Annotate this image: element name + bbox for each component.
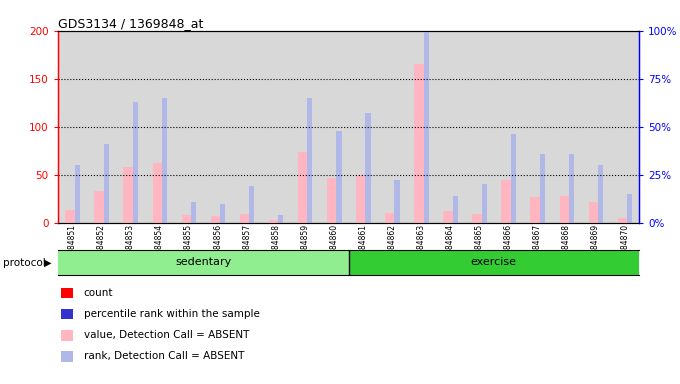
Bar — [560, 196, 571, 223]
Bar — [348, 250, 639, 275]
Bar — [473, 214, 483, 223]
Bar — [394, 180, 400, 223]
Bar — [75, 165, 80, 223]
Bar — [307, 98, 312, 223]
Bar — [627, 194, 632, 223]
Bar — [240, 214, 251, 223]
Bar — [465, 31, 494, 223]
Bar — [58, 250, 348, 275]
Bar — [337, 131, 341, 223]
Bar — [552, 31, 581, 223]
Bar — [174, 31, 203, 223]
Bar — [617, 218, 629, 223]
Bar — [87, 31, 116, 223]
Bar — [211, 216, 222, 223]
Bar — [298, 152, 309, 223]
Bar — [65, 210, 76, 223]
Text: GDS3134 / 1369848_at: GDS3134 / 1369848_at — [58, 17, 203, 30]
Bar — [424, 31, 428, 223]
Bar — [589, 202, 600, 223]
Bar — [261, 31, 290, 223]
Bar — [162, 98, 167, 223]
Bar — [610, 31, 639, 223]
Bar — [414, 65, 425, 223]
Bar — [232, 31, 261, 223]
Bar — [443, 211, 454, 223]
Bar — [133, 102, 138, 223]
Bar — [581, 31, 610, 223]
Bar — [95, 191, 105, 223]
Text: value, Detection Call = ABSENT: value, Detection Call = ABSENT — [84, 330, 249, 340]
Text: count: count — [84, 288, 113, 298]
Bar — [377, 31, 407, 223]
Bar — [356, 175, 367, 223]
Bar — [523, 31, 552, 223]
Bar — [501, 180, 513, 223]
Text: protocol: protocol — [3, 258, 46, 268]
Bar — [540, 154, 545, 223]
Bar — [191, 202, 196, 223]
Bar — [58, 31, 87, 223]
Bar — [182, 215, 192, 223]
Bar — [385, 213, 396, 223]
Bar — [407, 31, 436, 223]
Bar — [152, 163, 164, 223]
Bar — [249, 186, 254, 223]
Bar — [116, 31, 145, 223]
Text: ▶: ▶ — [44, 258, 52, 268]
Bar — [104, 144, 109, 223]
Bar — [203, 31, 232, 223]
Bar — [348, 31, 377, 223]
Bar — [269, 220, 280, 223]
Bar — [320, 31, 348, 223]
Bar — [436, 31, 465, 223]
Bar — [494, 31, 523, 223]
Bar — [481, 184, 487, 223]
Text: rank, Detection Call = ABSENT: rank, Detection Call = ABSENT — [84, 351, 244, 361]
Bar — [365, 113, 371, 223]
Bar — [511, 134, 516, 223]
Text: percentile rank within the sample: percentile rank within the sample — [84, 309, 260, 319]
Bar — [569, 154, 574, 223]
Bar — [453, 196, 458, 223]
Bar — [290, 31, 320, 223]
Bar — [598, 165, 603, 223]
Bar — [327, 178, 338, 223]
Bar — [530, 197, 541, 223]
Bar — [220, 204, 225, 223]
Bar — [145, 31, 174, 223]
Text: exercise: exercise — [471, 257, 517, 267]
Text: sedentary: sedentary — [175, 257, 231, 267]
Bar — [278, 215, 284, 223]
Bar — [124, 167, 135, 223]
